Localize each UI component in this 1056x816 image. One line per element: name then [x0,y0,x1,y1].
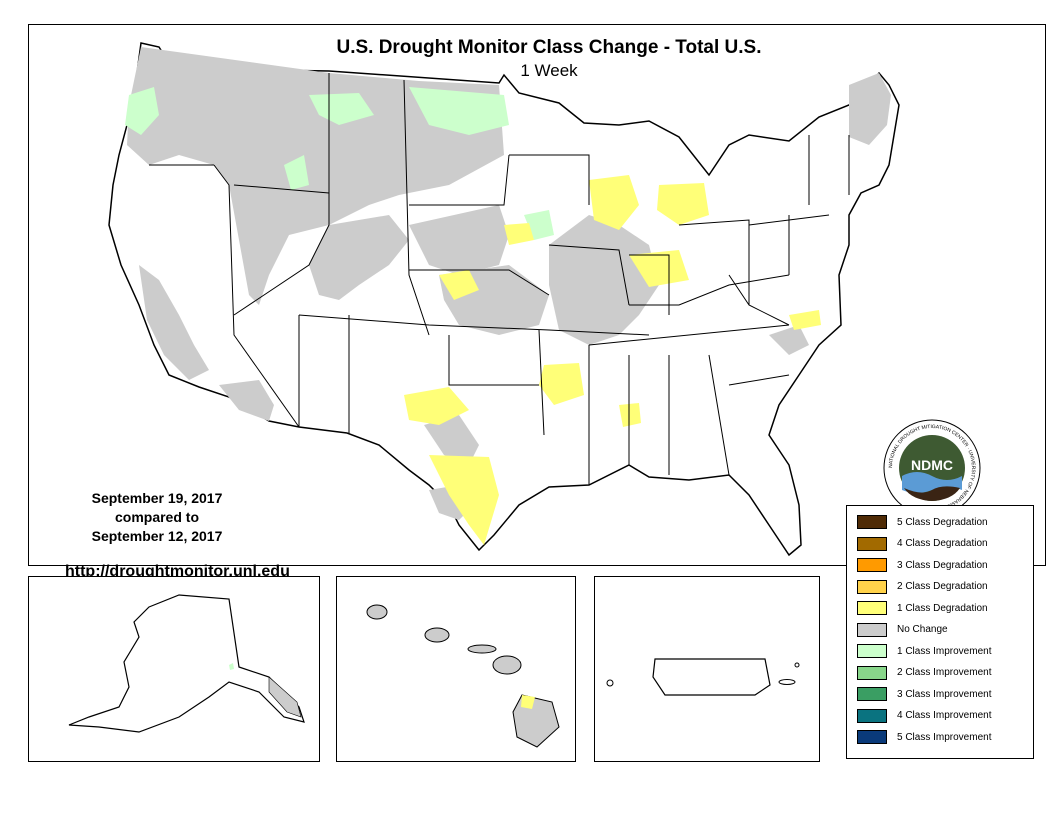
degradation-areas [404,175,821,545]
legend-label: 2 Class Degradation [897,581,988,592]
legend-swatch [857,536,887,551]
legend-label: 5 Class Improvement [897,731,992,743]
big-island [512,694,560,748]
legend-swatch [857,579,887,594]
conus-map-panel: U.S. Drought Monitor Class Change - Tota… [28,24,1046,580]
legend-item: 2 Class Improvement [857,665,991,681]
puerto-rico-map [606,658,800,696]
current-date: September 19, 2017 [91,490,223,506]
legend-label: 5 Class Degradation [897,516,988,528]
alaska-improvement-spot [229,663,234,670]
legend-item: 3 Class Degradation [857,557,988,573]
date-block: September 19, 2017 compared to September… [67,489,247,546]
legend-swatch [857,730,887,744]
legend-label: No Change [897,624,948,635]
source-url[interactable]: http://droughtmonitor.unl.edu [65,563,290,580]
legend-item: 1 Class Improvement [857,643,991,659]
ndmc-logo: NATIONAL DROUGHT MITIGATION CENTER · UNI… [883,419,981,517]
conus-map [108,42,900,557]
oahu [424,627,450,643]
maui [492,655,522,675]
compared-to-label: compared to [114,509,199,525]
hawaii-map-panel [336,576,576,762]
kauai [366,604,388,620]
legend-label: 1 Class Improvement [897,645,992,657]
alaska-map [68,594,305,733]
legend-label: 3 Class Degradation [897,559,988,571]
legend-item: No Change [857,622,948,638]
state-borders [149,73,850,485]
culebra [794,662,800,668]
logo-text: NDMC [911,457,953,473]
legend-item: 4 Class Improvement [857,708,991,724]
puerto-rico-shape [652,658,771,696]
alaska-map-panel [28,576,320,762]
hawaii-map [366,604,560,748]
previous-date: September 12, 2017 [91,528,223,544]
legend-label: 4 Class Degradation [897,538,988,549]
legend-label: 4 Class Improvement [897,710,992,721]
legend-swatch [857,687,887,701]
legend-swatch [857,558,887,572]
legend: 5 Class Degradation 4 Class Degradation 3 … [846,505,1034,759]
legend-swatch [857,515,887,529]
big-island-degradation [521,695,535,709]
alaska-shape [68,594,305,733]
legend-item: 1 Class Degradation [857,600,988,616]
legend-item: 5 Class Degradation [857,514,988,530]
vieques [778,679,796,685]
legend-swatch [857,622,887,637]
no-change-areas [127,47,891,520]
legend-label: 2 Class Improvement [897,667,992,678]
map-title: U.S. Drought Monitor Class Change - Tota… [336,37,762,58]
legend-item: 5 Class Improvement [857,729,991,745]
legend-item: 3 Class Improvement [857,686,991,702]
legend-swatch [857,708,887,723]
alaska-panhandle [268,676,302,718]
legend-swatch [857,601,887,615]
legend-swatch [857,644,887,658]
legend-item: 2 Class Degradation [857,579,988,595]
map-subtitle: 1 Week [520,61,578,80]
mona-island [606,679,614,687]
puerto-rico-map-panel [594,576,820,762]
legend-label: 3 Class Improvement [897,688,992,700]
legend-swatch [857,665,887,680]
legend-item: 4 Class Degradation [857,536,988,552]
molokai [467,644,497,654]
legend-label: 1 Class Degradation [897,602,988,614]
